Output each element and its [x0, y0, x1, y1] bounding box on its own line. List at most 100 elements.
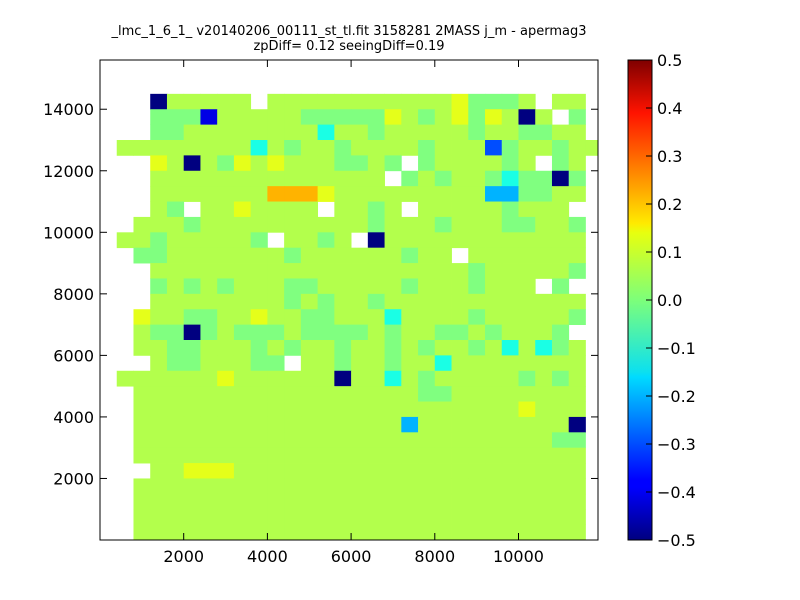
heatmap-cell: [250, 386, 268, 402]
heatmap-cell: [334, 124, 352, 141]
heatmap-cell: [401, 340, 419, 356]
heatmap-cell: [300, 247, 319, 264]
heatmap-cell: [150, 293, 168, 310]
heatmap-cell: [267, 201, 285, 218]
heatmap-cell: [183, 370, 201, 387]
heatmap-cell: [518, 416, 536, 433]
heatmap-cell: [183, 447, 201, 464]
heatmap-cell: [250, 416, 268, 433]
heatmap-cell: [284, 186, 302, 202]
heatmap-cell: [367, 93, 385, 110]
heatmap-cell: [133, 216, 151, 233]
heatmap-cell: [150, 478, 168, 495]
heatmap-cell: [200, 109, 218, 126]
heatmap-cell: [200, 263, 218, 279]
heatmap-cell: [351, 324, 369, 341]
heatmap-cell: [434, 324, 452, 341]
heatmap-cell: [568, 93, 586, 110]
heatmap-cell: [535, 216, 553, 233]
heatmap-cell: [468, 309, 486, 326]
heatmap-cell: [418, 278, 436, 295]
heatmap-cell: [267, 401, 285, 418]
heatmap-cell: [535, 478, 553, 495]
heatmap-cell: [468, 124, 486, 141]
heatmap-cell: [568, 155, 586, 172]
heatmap-cell: [317, 416, 335, 433]
heatmap-cell: [551, 524, 570, 541]
heatmap-cell: [284, 155, 302, 172]
heatmap-cell: [401, 401, 419, 418]
colorbar-axis: 0.5 0.4 0.3 0.2 0.1 0.0 −0.1 −0.2 −0.3 −0.4 −0.5: [646, 51, 696, 550]
heatmap-cell: [166, 232, 185, 249]
heatmap-cell: [418, 309, 436, 326]
heatmap-cell: [418, 524, 436, 541]
heatmap-cell: [217, 447, 235, 464]
heatmap-cell: [166, 416, 185, 433]
heatmap-cell: [300, 232, 319, 249]
heatmap-cell: [468, 493, 486, 510]
colorbar-tick-label: −0.4: [657, 483, 696, 502]
heatmap-cell: [451, 232, 469, 249]
heatmap-cell: [317, 155, 335, 172]
heatmap-cell: [434, 186, 452, 202]
heatmap-cell: [501, 293, 519, 310]
heatmap-cell: [451, 278, 469, 295]
heatmap-cell: [300, 263, 319, 279]
heatmap-cell: [535, 370, 553, 387]
heatmap-cell: [418, 109, 436, 126]
y-tick-label: 10000: [43, 223, 94, 242]
heatmap-cell: [485, 140, 503, 156]
heatmap-cell: [183, 155, 201, 172]
heatmap-cell: [200, 309, 218, 326]
heatmap-cell: [334, 463, 352, 479]
heatmap-cell: [468, 416, 486, 433]
heatmap-cell: [468, 432, 486, 449]
heatmap-cell: [401, 140, 419, 156]
heatmap-cell: [150, 370, 168, 387]
heatmap-cell: [300, 386, 319, 402]
heatmap-cell: [351, 463, 369, 479]
heatmap-cell: [150, 340, 168, 356]
heatmap-cell: [501, 355, 519, 372]
heatmap-cell: [133, 509, 151, 526]
heatmap-cell: [568, 386, 586, 402]
heatmap-cell: [418, 401, 436, 418]
heatmap-cell: [284, 340, 302, 356]
heatmap-cell: [133, 309, 151, 326]
heatmap-cell: [133, 340, 151, 356]
heatmap-cell: [300, 509, 319, 526]
heatmap-cell: [468, 293, 486, 310]
heatmap-cell: [518, 140, 536, 156]
heatmap-cell: [501, 109, 519, 126]
heatmap-cell: [451, 293, 469, 310]
heatmap-cell: [250, 124, 268, 141]
heatmap-cell: [367, 109, 385, 126]
heatmap-cell: [451, 140, 469, 156]
heatmap-cell: [351, 201, 369, 218]
heatmap-cell: [434, 340, 452, 356]
heatmap-cell: [568, 370, 586, 387]
heatmap-cell: [217, 263, 235, 279]
heatmap-cell: [233, 109, 252, 126]
heatmap-cell: [334, 386, 352, 402]
heatmap-cell: [451, 386, 469, 402]
heatmap-cell: [267, 170, 285, 187]
heatmap-cell: [418, 355, 436, 372]
heatmap-cell: [485, 186, 503, 202]
heatmap-cell: [485, 370, 503, 387]
heatmap-cell: [150, 170, 168, 187]
heatmap-cell: [451, 463, 469, 479]
heatmap-cell: [317, 232, 335, 249]
heatmap-cell: [133, 370, 151, 387]
heatmap-cell: [568, 216, 586, 233]
heatmap-cell: [451, 263, 469, 279]
colorbar-tick-label: 0.1: [657, 243, 682, 262]
heatmap-cell: [284, 170, 302, 187]
x-tick-label: 8000: [414, 547, 455, 566]
heatmap-cell: [233, 293, 252, 310]
heatmap-cell: [468, 263, 486, 279]
heatmap-cell: [501, 140, 519, 156]
heatmap-cell: [518, 232, 536, 249]
heatmap-cell: [317, 170, 335, 187]
heatmap-cell: [384, 155, 402, 172]
